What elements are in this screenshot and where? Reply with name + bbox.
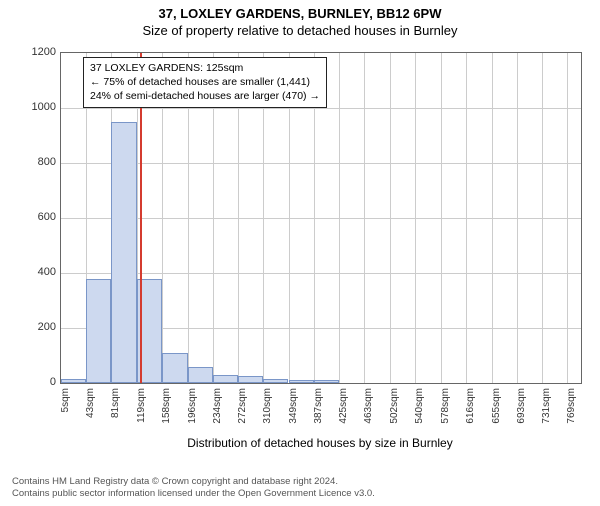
plot-area: 37 LOXLEY GARDENS: 125sqm ← 75% of detac… bbox=[60, 52, 582, 384]
gridline-v bbox=[517, 53, 518, 383]
page-subtitle: Size of property relative to detached ho… bbox=[0, 23, 600, 38]
x-tick-label: 463sqm bbox=[363, 388, 374, 438]
x-tick-label: 196sqm bbox=[187, 388, 198, 438]
gridline-v bbox=[492, 53, 493, 383]
x-axis-title: Distribution of detached houses by size … bbox=[60, 436, 580, 450]
histogram-bar bbox=[86, 279, 111, 384]
x-tick-label: 731sqm bbox=[541, 388, 552, 438]
y-tick-label: 200 bbox=[16, 321, 56, 333]
x-tick-label: 540sqm bbox=[414, 388, 425, 438]
gridline-v bbox=[466, 53, 467, 383]
histogram-bar bbox=[238, 376, 263, 383]
histogram-bar bbox=[289, 380, 314, 383]
x-tick-label: 234sqm bbox=[212, 388, 223, 438]
page-title: 37, LOXLEY GARDENS, BURNLEY, BB12 6PW bbox=[0, 6, 600, 21]
x-tick-label: 655sqm bbox=[491, 388, 502, 438]
histogram-bar bbox=[188, 367, 213, 384]
histogram-bar bbox=[263, 379, 288, 383]
x-tick-label: 578sqm bbox=[440, 388, 451, 438]
gridline-v bbox=[542, 53, 543, 383]
histogram-bar bbox=[61, 379, 86, 383]
gridline-v bbox=[364, 53, 365, 383]
y-tick-label: 1200 bbox=[16, 46, 56, 58]
gridline-v bbox=[390, 53, 391, 383]
info-line-1: 37 LOXLEY GARDENS: 125sqm bbox=[90, 61, 320, 75]
x-tick-label: 81sqm bbox=[110, 388, 121, 438]
x-tick-label: 43sqm bbox=[85, 388, 96, 438]
histogram-chart: Number of detached properties 37 LOXLEY … bbox=[0, 48, 600, 448]
y-tick-label: 1000 bbox=[16, 101, 56, 113]
footer-line-2: Contains public sector information licen… bbox=[12, 488, 375, 500]
gridline-h bbox=[61, 273, 581, 274]
y-tick-label: 600 bbox=[16, 211, 56, 223]
footer-attribution: Contains HM Land Registry data © Crown c… bbox=[12, 476, 375, 500]
x-tick-label: 387sqm bbox=[313, 388, 324, 438]
x-tick-label: 272sqm bbox=[237, 388, 248, 438]
gridline-h bbox=[61, 108, 581, 109]
gridline-v bbox=[567, 53, 568, 383]
histogram-bar bbox=[213, 375, 238, 383]
gridline-h bbox=[61, 218, 581, 219]
y-tick-label: 800 bbox=[16, 156, 56, 168]
x-tick-label: 5sqm bbox=[60, 388, 71, 438]
gridline-v bbox=[441, 53, 442, 383]
x-tick-label: 616sqm bbox=[465, 388, 476, 438]
x-tick-label: 349sqm bbox=[288, 388, 299, 438]
x-tick-label: 310sqm bbox=[262, 388, 273, 438]
histogram-bar bbox=[162, 353, 187, 383]
x-tick-label: 769sqm bbox=[566, 388, 577, 438]
y-tick-label: 0 bbox=[16, 376, 56, 388]
gridline-v bbox=[415, 53, 416, 383]
info-box: 37 LOXLEY GARDENS: 125sqm ← 75% of detac… bbox=[83, 57, 327, 108]
histogram-bar bbox=[111, 122, 136, 383]
footer-line-1: Contains HM Land Registry data © Crown c… bbox=[12, 476, 375, 488]
y-tick-label: 400 bbox=[16, 266, 56, 278]
x-tick-label: 119sqm bbox=[136, 388, 147, 438]
x-tick-label: 693sqm bbox=[516, 388, 527, 438]
gridline-v bbox=[339, 53, 340, 383]
gridline-h bbox=[61, 163, 581, 164]
info-line-3: 24% of semi-detached houses are larger (… bbox=[90, 89, 320, 103]
x-tick-label: 158sqm bbox=[161, 388, 172, 438]
x-tick-label: 502sqm bbox=[389, 388, 400, 438]
info-line-2: ← 75% of detached houses are smaller (1,… bbox=[90, 75, 320, 89]
x-tick-label: 425sqm bbox=[338, 388, 349, 438]
histogram-bar bbox=[314, 380, 339, 383]
